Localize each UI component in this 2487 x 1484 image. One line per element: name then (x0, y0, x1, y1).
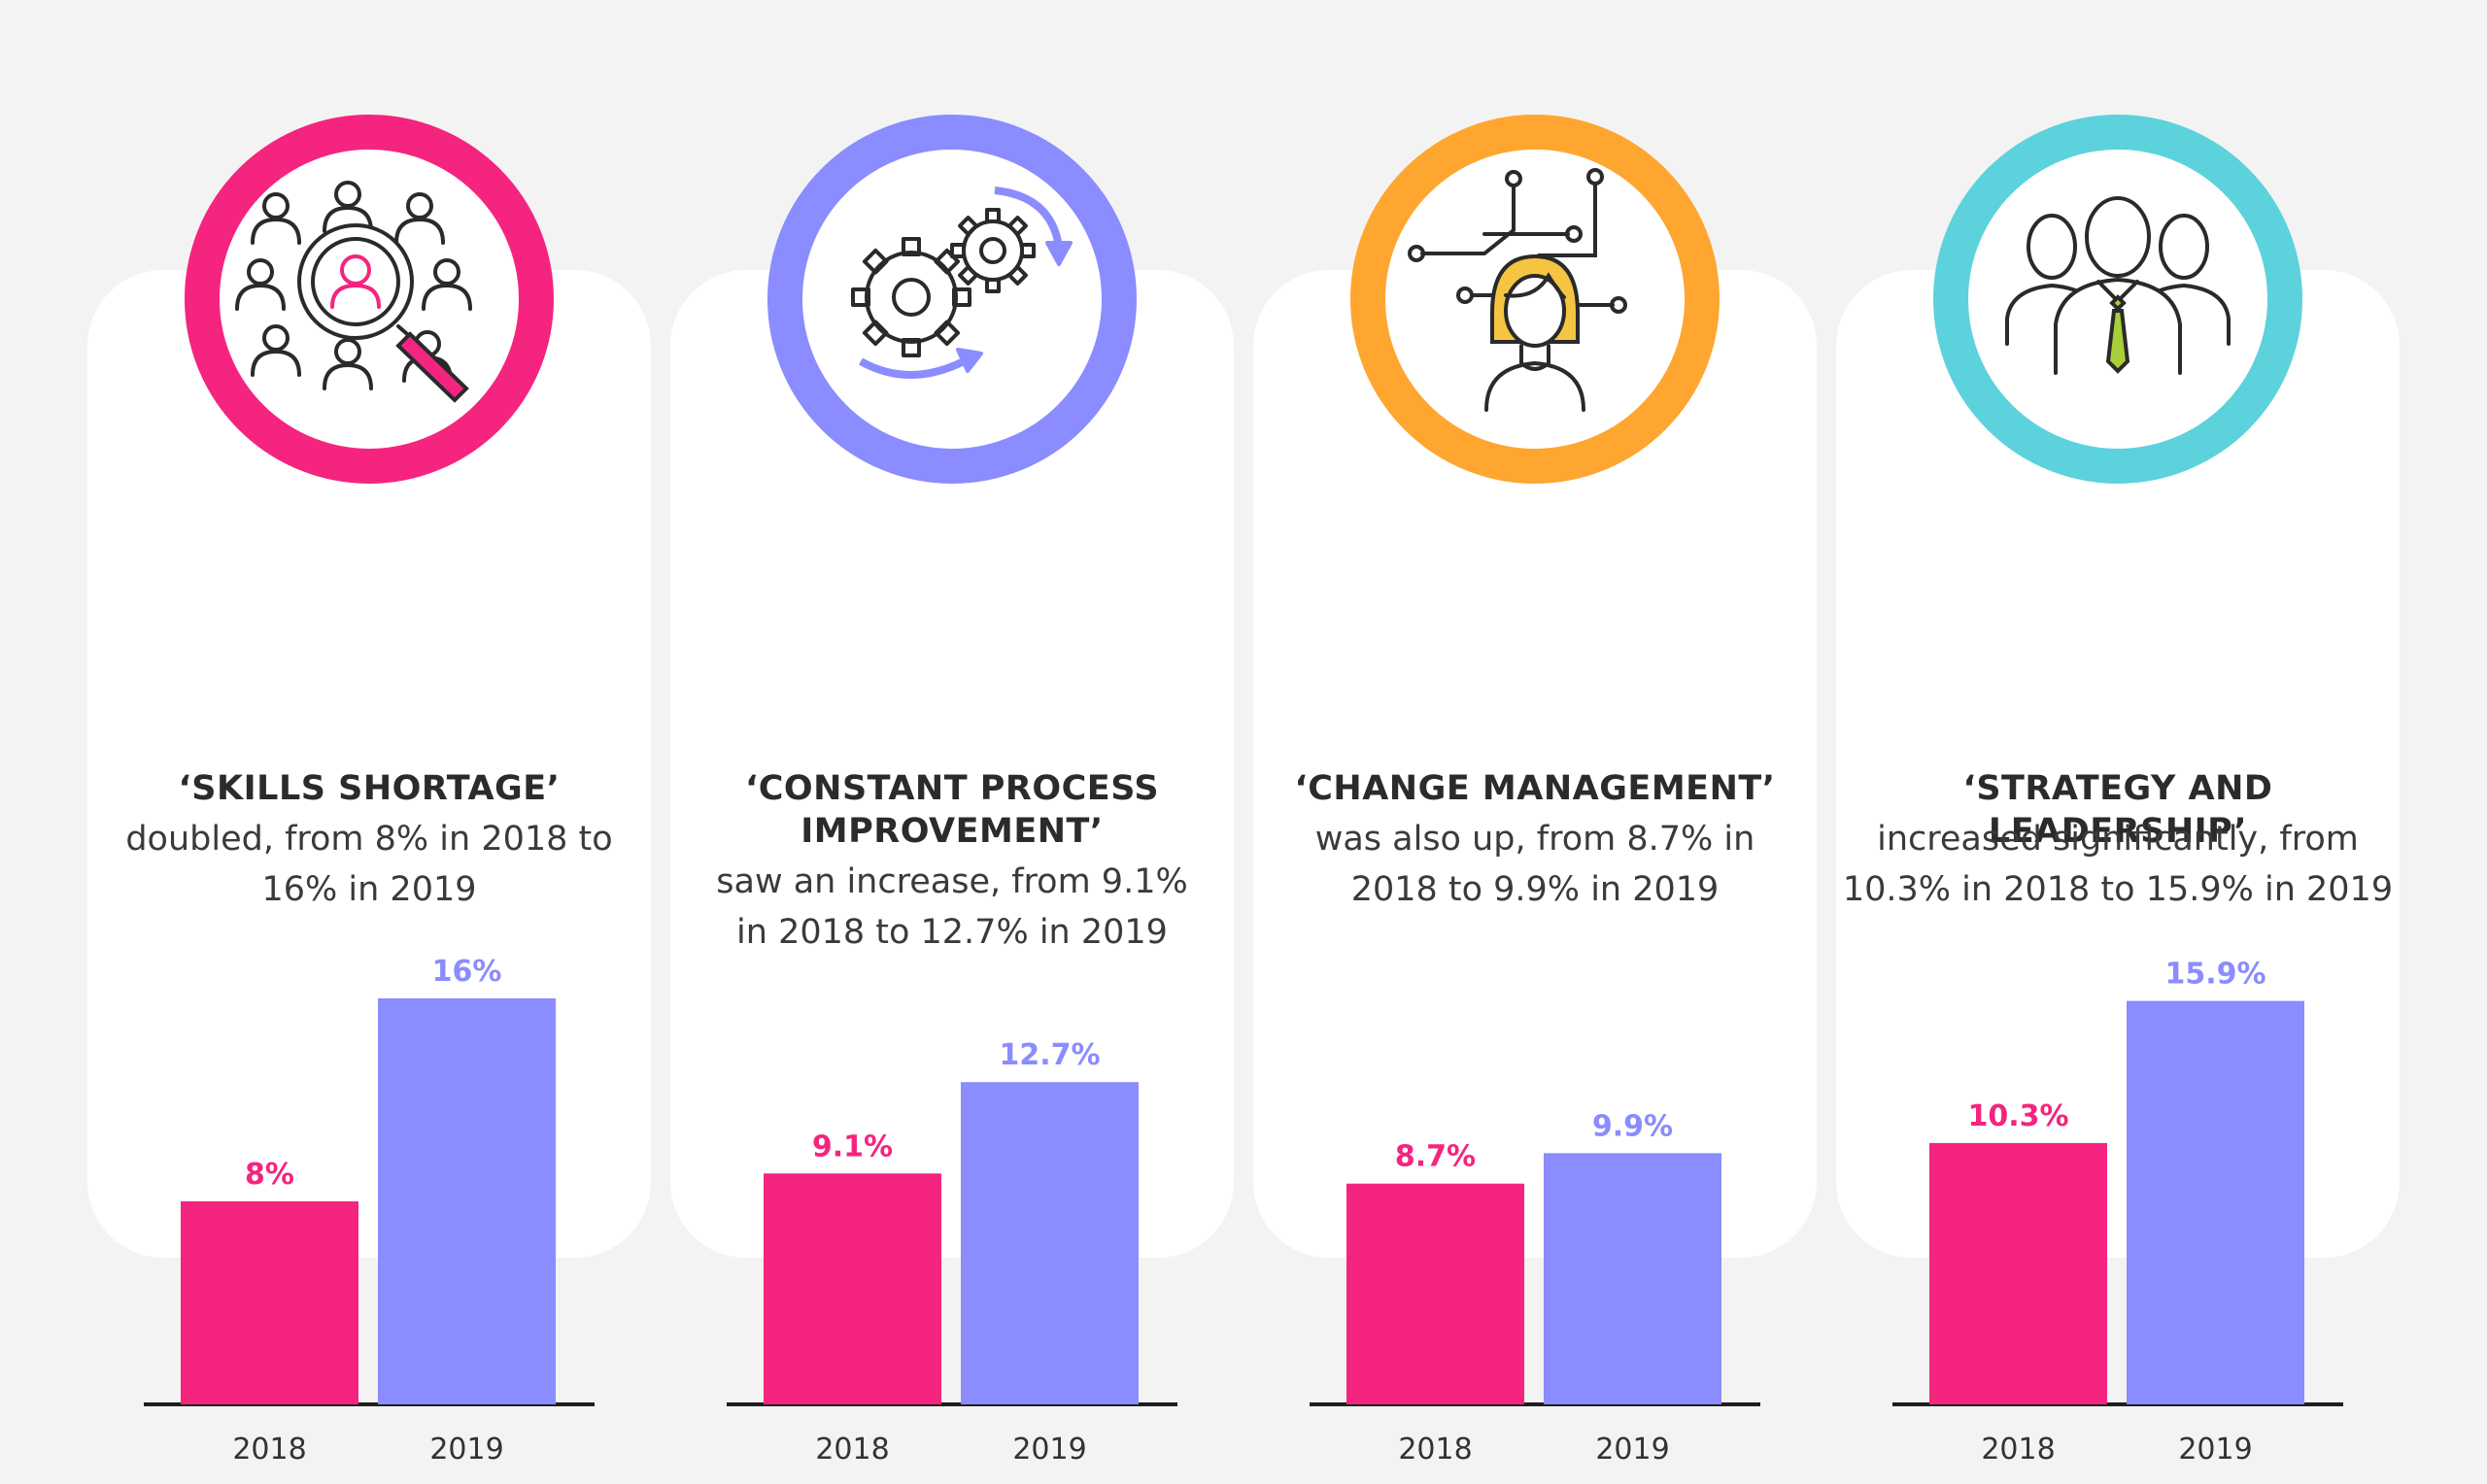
bar-value-label: 15.9% (2164, 958, 2266, 992)
panel-description-line-1: saw an increase, from 9.1% (716, 862, 1188, 901)
bar-2019 (2127, 1000, 2304, 1404)
bar-chart-strategy-and-leadership: 10.3% 2018 15.9% 2019 (1892, 958, 2343, 1467)
bar-value-label: 9.9% (1592, 1109, 1673, 1143)
bar-2019 (1544, 1153, 1721, 1404)
bar-value-label: 16% (432, 955, 502, 989)
bar-value-label: 10.3% (1967, 1099, 2068, 1133)
bar-2019 (378, 998, 556, 1404)
bar-2018 (1346, 1183, 1524, 1404)
panel-headline: ‘CHANGE MANAGEMENT’ (1294, 769, 1776, 808)
bar-value-label: 8% (245, 1158, 294, 1192)
woman-network-icon (1350, 115, 1720, 484)
bar-value-label: 8.7% (1395, 1140, 1476, 1174)
x-tick-label: 2018 (1981, 1433, 2055, 1467)
panel-description-line-2: 2018 to 9.9% in 2019 (1350, 870, 1720, 909)
x-tick-label: 2019 (1012, 1433, 1086, 1467)
bar-2018 (1929, 1142, 2107, 1404)
x-tick-label: 2018 (815, 1433, 889, 1467)
x-tick-label: 2019 (429, 1433, 503, 1467)
panel-description-line-1: was also up, from 8.7% in (1314, 820, 1755, 859)
talent-search-icon (185, 115, 554, 484)
panel-headline: ‘SKILLS SHORTAGE’ (178, 769, 561, 808)
x-tick-label: 2019 (1595, 1433, 1669, 1467)
x-tick-label: 2018 (1398, 1433, 1472, 1467)
bar-2018 (181, 1201, 358, 1404)
bar-2019 (961, 1082, 1139, 1404)
panel-description-line-2: 10.3% in 2018 to 15.9% in 2019 (1842, 870, 2394, 909)
gears-process-icon (767, 115, 1137, 484)
panel-headline: ‘CONSTANT PROCESS IMPROVEMENT’ (744, 769, 1160, 851)
bar-2018 (764, 1173, 941, 1404)
panel-description-line-2: 16% in 2019 (261, 870, 477, 909)
panel-description-line-1: doubled, from 8% in 2018 to (125, 820, 613, 859)
bar-value-label: 12.7% (999, 1038, 1100, 1072)
leadership-team-icon (1933, 115, 2302, 484)
panel-card-strategy-and-leadership: ‘STRATEGY AND LEADERSHIP’ increased sign… (1836, 270, 2400, 1467)
panel-description-line-1: increased significantly, from (1877, 820, 2359, 859)
panel-headline: ‘STRATEGY AND LEADERSHIP’ (1962, 769, 2273, 851)
x-tick-label: 2018 (232, 1433, 306, 1467)
bar-value-label: 9.1% (812, 1130, 893, 1164)
panel-description-line-2: in 2018 to 12.7% in 2019 (736, 913, 1168, 952)
bar-chart-constant-process-improvement: 9.1% 2018 12.7% 2019 (727, 1038, 1177, 1467)
x-tick-label: 2019 (2178, 1433, 2252, 1467)
bar-chart-change-management: 8.7% 2018 9.9% 2019 (1310, 1109, 1760, 1467)
bar-chart-skills-shortage: 8% 2018 16% 2019 (144, 955, 595, 1467)
